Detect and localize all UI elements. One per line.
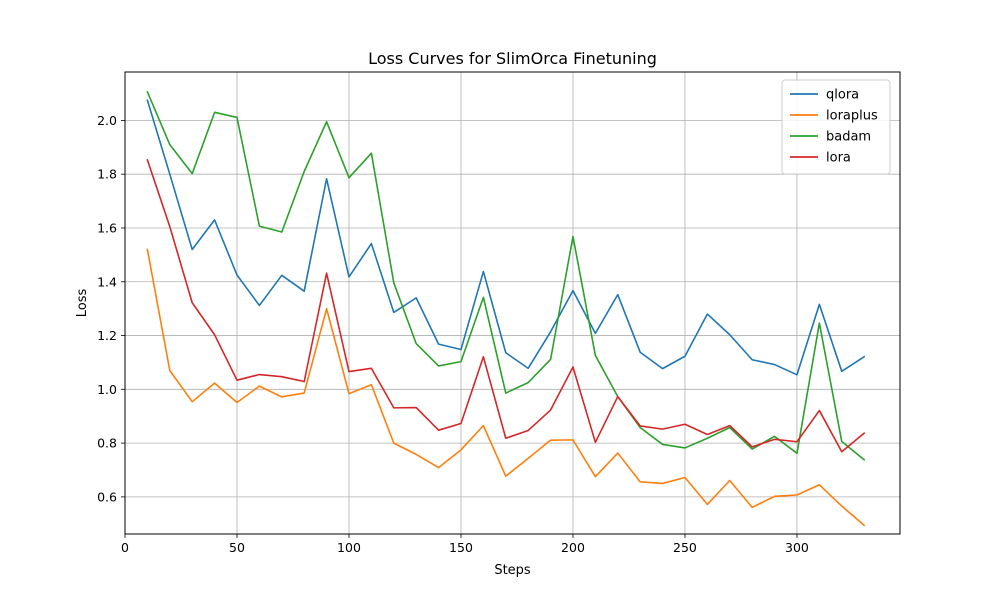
legend-label-lora: lora xyxy=(826,151,851,166)
series-lines xyxy=(146,90,866,527)
x-tick-label: 250 xyxy=(673,540,697,555)
x-tick-label: 100 xyxy=(337,540,361,555)
y-tick-label: 2.0 xyxy=(97,113,117,128)
series-line-qlora xyxy=(146,99,866,376)
plot-frame xyxy=(124,71,901,535)
legend-label-loraplus: loraplus xyxy=(826,109,878,124)
series-line-loraplus xyxy=(146,248,866,527)
series-line-lora xyxy=(146,158,866,453)
y-axis-label: Loss xyxy=(75,289,90,318)
y-tick-label: 1.8 xyxy=(97,167,117,182)
y-tick-label: 1.0 xyxy=(97,382,117,397)
y-tick-label: 1.6 xyxy=(97,220,117,235)
y-tick-label: 0.8 xyxy=(97,436,117,451)
x-tick-label: 0 xyxy=(121,540,129,555)
legend: qlora loraplus badam lora xyxy=(781,79,891,175)
chart-title: Loss Curves for SlimOrca Finetuning xyxy=(368,49,657,68)
axis-ticks: 0 50 100 150 200 250 300 0.6 0.8 1.0 1.2 1.4 1.6 1.8 2… xyxy=(97,113,809,555)
y-tick-label: 1.4 xyxy=(97,274,117,289)
x-tick-label: 150 xyxy=(449,540,473,555)
series-line-badam xyxy=(146,90,866,461)
legend-label-badam: badam xyxy=(826,130,871,145)
x-tick-label: 300 xyxy=(785,540,809,555)
legend-label-qlora: qlora xyxy=(826,88,859,103)
y-tick-label: 1.2 xyxy=(97,328,117,343)
y-tick-label: 0.6 xyxy=(97,489,117,504)
x-tick-label: 50 xyxy=(229,540,245,555)
x-tick-label: 200 xyxy=(561,540,585,555)
legend-box xyxy=(781,79,891,175)
x-axis-label: Steps xyxy=(494,563,531,578)
